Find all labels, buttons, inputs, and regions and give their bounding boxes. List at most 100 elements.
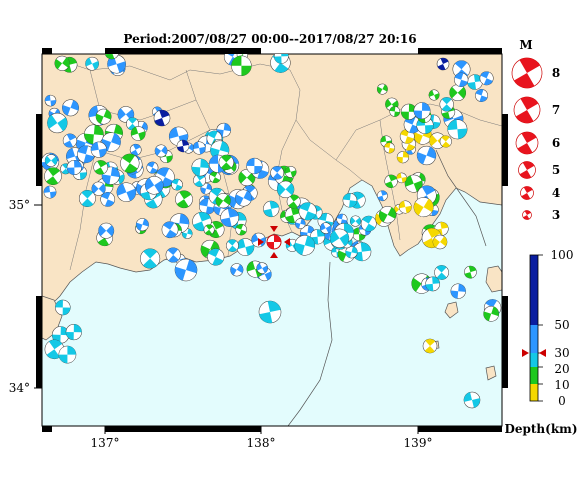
depth-band-50-100 [530,255,538,325]
focal-mechanism-marker [226,239,239,252]
focal-mechanism-marker [65,324,82,341]
focal-mechanism-marker [439,135,452,148]
focal-mechanism-marker [270,165,285,180]
magnitude-legend-label: 7 [552,103,560,117]
y-tick-label: 34° [9,381,30,395]
focal-mechanism-marker [436,57,450,71]
focal-mechanism-marker [236,238,255,256]
focal-mechanism-marker [144,176,164,195]
focal-mechanism-marker [352,242,372,262]
focal-mechanism-marker [389,106,401,117]
axis-ticks [34,204,419,434]
focal-mechanism-marker [336,213,348,225]
focal-mechanism-marker [66,159,82,176]
focal-mechanism-marker [447,119,468,140]
focal-mechanism-marker [77,145,95,164]
x-tick-label: 139° [404,436,433,450]
focal-mechanism-marker [377,190,388,202]
focal-mechanism-marker [171,178,183,191]
focal-mechanism-marker [58,345,77,364]
x-tick-label: 138° [247,436,276,450]
focal-mechanism-marker [384,142,395,154]
focal-mechanism-marker [413,197,434,218]
focal-mechanism-marker [345,246,358,259]
focal-mechanism-marker [428,89,440,101]
depth-label: 20 [554,362,569,376]
depth-band-30-50 [530,325,538,353]
focal-mechanism-marker [294,235,316,256]
focal-mechanism-marker [404,174,423,193]
focal-mechanism-marker [273,54,289,64]
focal-mechanism-marker [378,206,397,224]
map-frame [41,53,503,427]
focal-mechanism-marker [153,109,171,127]
focal-mechanism-marker [85,56,99,71]
magnitude-legend-label: 4 [552,186,560,200]
focal-mechanism-marker [434,265,449,280]
focal-mechanism-marker [62,133,77,148]
focal-mechanism-marker [439,97,454,112]
focal-mechanism-marker [246,157,263,175]
focal-mechanism-marker [78,190,96,207]
focal-mechanism-marker [207,248,225,266]
focal-mechanism-marker [425,276,441,292]
focal-mechanism-marker [413,102,431,120]
focal-mechanism-marker [483,305,500,322]
trench-lines [287,149,487,426]
magnitude-legend: M 8 7 6 5 4 3 [511,38,560,222]
focal-mechanism-marker [154,144,168,158]
focal-mechanism-marker [218,154,234,171]
depth-band-0-10 [530,384,538,401]
depth-colorbar: 100 50 30 20 10 0 Depth(km) [504,248,577,436]
focal-mechanism-marker [416,145,437,166]
focal-mechanism-marker [284,166,297,178]
focal-mechanism-marker [384,174,398,188]
focal-mechanism-marker [230,263,244,277]
y-tick-label: 35° [9,198,30,212]
magnitude-legend-title: M [519,38,532,52]
figure-title: Period:2007/08/27 00:00--2017/08/27 20:1… [123,32,416,46]
depth-label: 50 [554,318,569,332]
focal-mechanism-marker [104,54,120,60]
frame-scale-bars [36,48,508,432]
focal-mechanism-marker [235,223,247,236]
focal-mechanism-marker [90,141,107,158]
magnitude-legend-marker [522,210,532,220]
focal-mechanism-marker [294,218,306,230]
focal-mechanism-marker [342,193,358,208]
main-event-depth-marker [522,349,529,357]
focal-mechanism-marker [449,84,467,102]
depth-label: 100 [551,248,574,262]
focal-mechanism-marker [100,192,116,207]
earthquake-markers [42,54,502,409]
focal-mechanism-marker [176,139,190,153]
focal-mechanism-marker [54,55,70,71]
main-event-marker [258,226,290,258]
focal-mechanism-marker [463,391,481,409]
focal-mechanism-marker [47,112,68,134]
focal-mechanism-marker [140,248,161,269]
focal-mechanism-marker [146,161,159,174]
focal-mechanism-marker [256,262,268,274]
focal-mechanism-marker [235,189,252,207]
focal-mechanism-marker [55,299,71,316]
focal-mechanism-marker [84,124,104,145]
focal-mechanism-marker [203,224,215,236]
focal-mechanism-marker [120,153,140,173]
magnitude-legend-label: 3 [552,208,560,222]
focal-mechanism-marker [360,215,377,232]
focal-mechanism-marker [116,182,137,202]
depth-label: 10 [554,378,569,392]
focal-mechanism-marker [349,215,362,227]
focal-mechanism-marker [101,132,121,152]
focal-mechanism-marker [91,181,106,196]
focal-mechanism-marker [298,202,317,221]
magnitude-legend-marker [515,131,539,155]
focal-mechanism-marker [479,71,494,86]
focal-mechanism-marker [175,190,193,209]
focal-mechanism-marker [329,228,350,248]
magnitude-legend-label: 6 [552,136,560,150]
focal-mechanism-marker [258,300,282,324]
focal-mechanism-marker [215,193,231,209]
